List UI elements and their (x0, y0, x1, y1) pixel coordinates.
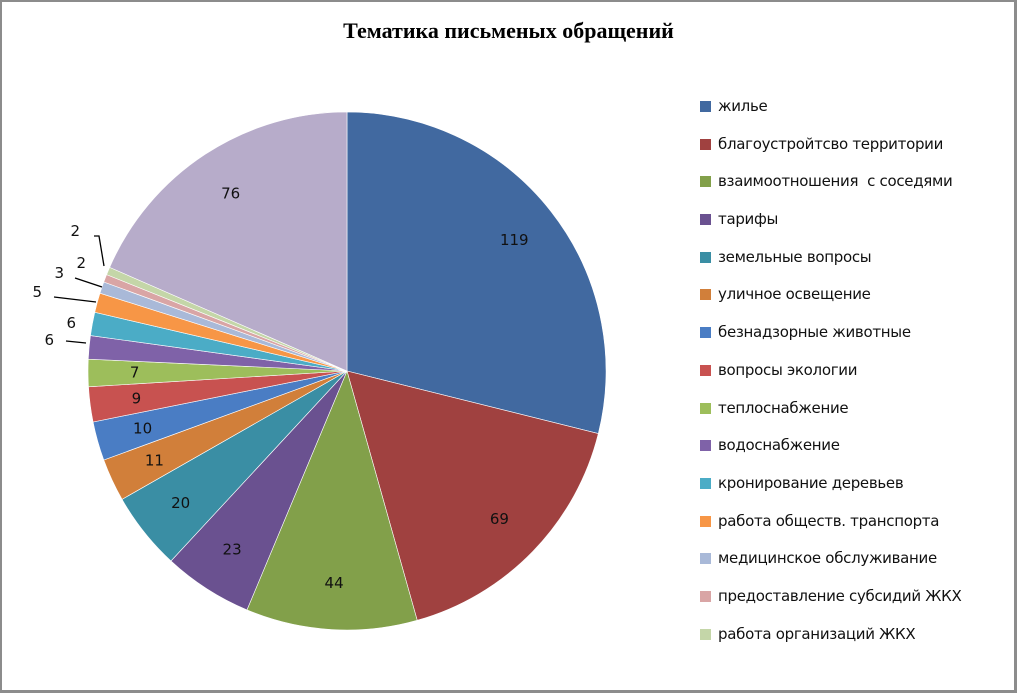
legend-label: работа организаций ЖКХ (718, 624, 916, 643)
legend-label: уличное освещение (718, 285, 871, 304)
data-label: 6 (66, 314, 76, 332)
data-label: 6 (44, 331, 54, 349)
legend-item: теплоснабжение (700, 398, 961, 436)
data-label: 10 (133, 420, 152, 438)
data-label: 76 (221, 184, 240, 202)
leader-line (94, 235, 105, 267)
data-label: 9 (132, 390, 142, 408)
legend-swatch-icon (700, 101, 711, 112)
legend-item: взаимоотношения с соседями (700, 171, 961, 209)
legend-swatch-icon (700, 364, 711, 376)
legend-item: тарифы (700, 209, 961, 247)
leader-line (65, 340, 87, 344)
legend-label: медицинское обслуживание (718, 549, 937, 568)
pie-slice[interactable] (346, 111, 607, 434)
legend-swatch-icon (700, 440, 711, 452)
legend-swatch-icon (700, 477, 711, 489)
legend-label: земельные вопросы (718, 247, 872, 266)
legend-swatch-icon (700, 138, 711, 150)
data-label: 5 (32, 283, 42, 301)
legend-item: предоставление субсидий ЖКХ (700, 586, 962, 624)
legend-swatch-icon (700, 214, 711, 226)
pie-slice[interactable] (246, 370, 418, 631)
legend-label: благоустройтсво территории (718, 134, 944, 153)
legend-swatch-icon (700, 289, 711, 301)
leader-line (53, 296, 97, 303)
pie-slice[interactable] (109, 111, 348, 372)
legend-item: медицинское обслуживание (700, 548, 961, 586)
pie-slices (87, 111, 607, 631)
data-label: 69 (490, 510, 509, 528)
data-label: 7 (130, 364, 140, 382)
legend-label: взаимоотношения с соседями (718, 172, 953, 191)
legend-item: безнадзорные животные (700, 322, 961, 360)
legend-label: вопросы экологии (718, 360, 858, 379)
legend-label: кронирование деревьев (718, 473, 904, 492)
legend-label: жилье (718, 97, 768, 115)
data-label: 23 (223, 541, 242, 559)
legend-item: уличное освещение (700, 284, 961, 322)
legend-swatch-icon (700, 176, 711, 188)
legend-swatch-icon (700, 402, 711, 414)
data-label: 3 (54, 264, 64, 282)
data-label: 119 (500, 231, 529, 249)
leader-line (74, 277, 103, 288)
legend-swatch-icon (700, 515, 711, 527)
data-label: 20 (171, 494, 190, 512)
legend-item: земельные вопросы (700, 247, 961, 285)
legend-item: жилье (700, 96, 961, 134)
pie-slice[interactable] (346, 370, 599, 621)
chart-legend: жилье благоустройтсво территории взаимоотн… (700, 96, 962, 662)
chart-title: Тематика письменых обращений (343, 18, 674, 43)
legend-swatch-icon (700, 628, 711, 640)
legend-swatch-icon (700, 327, 711, 339)
legend-label: теплоснабжение (718, 398, 849, 417)
legend-label: тарифы (718, 210, 779, 229)
legend-swatch-icon (700, 251, 711, 263)
data-label: 11 (145, 451, 164, 469)
legend-label: предоставление субсидий ЖКХ (718, 586, 962, 605)
legend-label: работа обществ. транспорта (718, 511, 940, 530)
legend-item: благоустройтсво территории (700, 134, 961, 172)
data-label: 2 (70, 222, 80, 240)
legend-swatch-icon (700, 553, 711, 565)
legend-item: кронирование деревьев (700, 473, 961, 511)
legend-item: работа организаций ЖКХ (700, 624, 961, 662)
legend-item: водоснабжение (700, 435, 961, 473)
legend-swatch-icon (700, 590, 711, 602)
data-label: 2 (76, 254, 86, 272)
legend-item: вопросы экологии (700, 360, 961, 398)
legend-item: работа обществ. транспорта (700, 511, 961, 549)
legend-label: безнадзорные животные (718, 323, 911, 342)
data-label: 44 (325, 574, 344, 592)
legend-label: водоснабжение (718, 436, 840, 455)
